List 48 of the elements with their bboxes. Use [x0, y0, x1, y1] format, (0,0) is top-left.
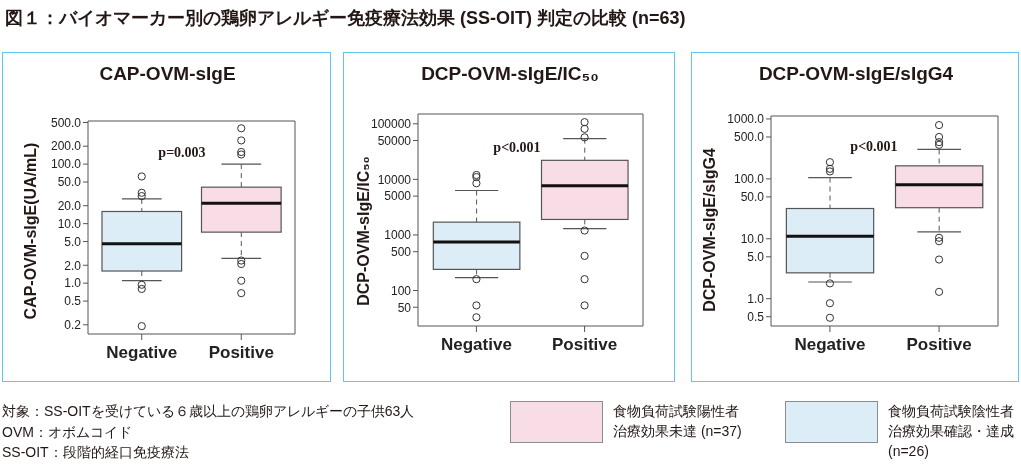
y-tick-label: 0.5	[64, 294, 82, 309]
y-tick-label: 1000	[384, 228, 412, 243]
y-tick-label: 200.0	[50, 139, 82, 154]
y-tick-label: 10.0	[740, 232, 765, 247]
x-tick-label: Negative	[794, 335, 866, 355]
y-tick-label: 5.0	[64, 234, 82, 249]
annotation: p=0.003	[158, 144, 206, 160]
x-tick-label: Positive	[208, 343, 274, 363]
x-tick-label: Negative	[106, 343, 178, 363]
y-tick-label: 100000	[370, 117, 412, 132]
y-tick-label: 50.0	[57, 175, 82, 190]
y-tick-label: 50.0	[740, 190, 765, 205]
y-tick-label: 0.2	[64, 318, 82, 333]
y-tick-label: 10000	[377, 172, 412, 187]
y-tick-label: 1000.0	[727, 112, 765, 127]
annotation: p<0.001	[850, 138, 898, 154]
x-tick-label: Negative	[440, 335, 512, 355]
text: 食物負荷試験陽性者治療効果未達 (n=37)	[613, 402, 743, 441]
chart-subtitle: CAP-OVM-sIgE	[98, 63, 237, 85]
y-tick-label: 100.0	[733, 172, 765, 187]
y-tick-label: 20.0	[57, 198, 82, 213]
y-axis-title: DCP-OVM-sIgE/IC₅₀	[354, 156, 372, 306]
text: OVM：オボムコイド	[2, 422, 133, 442]
y-tick-label: 2.0	[64, 258, 82, 273]
text: SS-OIT：段階的経口免疫療法	[2, 443, 190, 462]
y-tick-label: 5000	[384, 189, 412, 204]
y-tick-label: 100	[390, 283, 412, 298]
text: 対象：SS-OITを受けている６歳以上の鶏卵アレルギーの子供63人	[2, 402, 415, 421]
y-tick-label: 50000	[377, 133, 412, 148]
y-tick-label: 0.5	[747, 309, 765, 324]
text: 図１：バイオマーカー別の鶏卵アレルギー免疫療法効果 (SS-OIT) 判定の比較 (n=63)	[5, 7, 686, 30]
y-tick-label: 1.0	[64, 276, 82, 291]
annotation: p<0.001	[493, 139, 541, 155]
x-tick-label: Positive	[551, 335, 618, 355]
y-tick-label: 500.0	[733, 130, 765, 145]
y-tick-label: 10.0	[57, 216, 82, 231]
y-tick-label: 50	[397, 300, 412, 315]
x-tick-label: Positive	[906, 335, 972, 355]
y-tick-label: 1.0	[747, 291, 765, 306]
y-axis-title: CAP-OVM-sIgE(UA/mL)	[21, 142, 39, 320]
y-tick-label: 500.0	[50, 115, 82, 130]
y-tick-label: 500	[390, 244, 412, 259]
chart-subtitle: DCP-OVM-sIgE/IC₅₀	[420, 63, 600, 85]
chart-subtitle: DCP-OVM-sIgE/sIgG4	[757, 63, 955, 85]
y-tick-label: 5.0	[747, 250, 765, 265]
y-axis-title: DCP-OVM-sIgE/sIgG4	[700, 148, 718, 312]
y-tick-label: 100.0	[50, 157, 82, 172]
text: 食物負荷試験陰性者治療効果確認・達成 (n=26)	[888, 402, 1015, 461]
